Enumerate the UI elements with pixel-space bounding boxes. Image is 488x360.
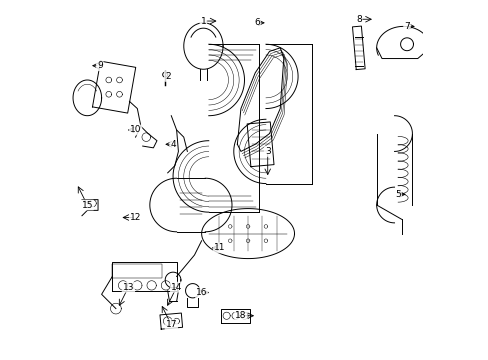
Text: 16: 16 (196, 288, 207, 297)
Text: 7: 7 (404, 22, 409, 31)
Text: 2: 2 (164, 72, 170, 81)
Text: 8: 8 (355, 15, 361, 24)
Text: 15: 15 (81, 201, 93, 210)
Text: 3: 3 (264, 147, 270, 156)
Text: 10: 10 (129, 126, 141, 135)
Text: 1: 1 (200, 17, 206, 26)
Text: 18: 18 (235, 311, 246, 320)
Text: 13: 13 (122, 283, 134, 292)
Text: 6: 6 (254, 18, 259, 27)
Text: 14: 14 (171, 283, 182, 292)
Text: 17: 17 (165, 320, 177, 329)
Text: 11: 11 (213, 243, 225, 252)
Text: 5: 5 (394, 190, 400, 199)
Text: 12: 12 (130, 213, 141, 222)
Text: 4: 4 (170, 140, 176, 149)
Text: 9: 9 (97, 61, 102, 70)
